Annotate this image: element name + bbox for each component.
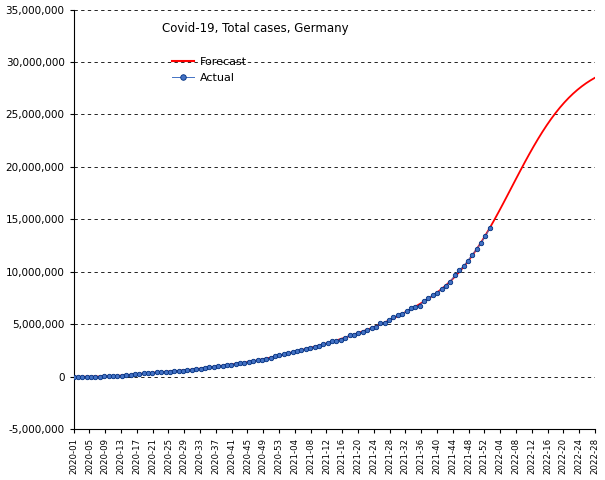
Text: Covid-19, Total cases, Germany: Covid-19, Total cases, Germany xyxy=(162,22,349,35)
Legend: Forecast, Actual: Forecast, Actual xyxy=(168,53,252,87)
